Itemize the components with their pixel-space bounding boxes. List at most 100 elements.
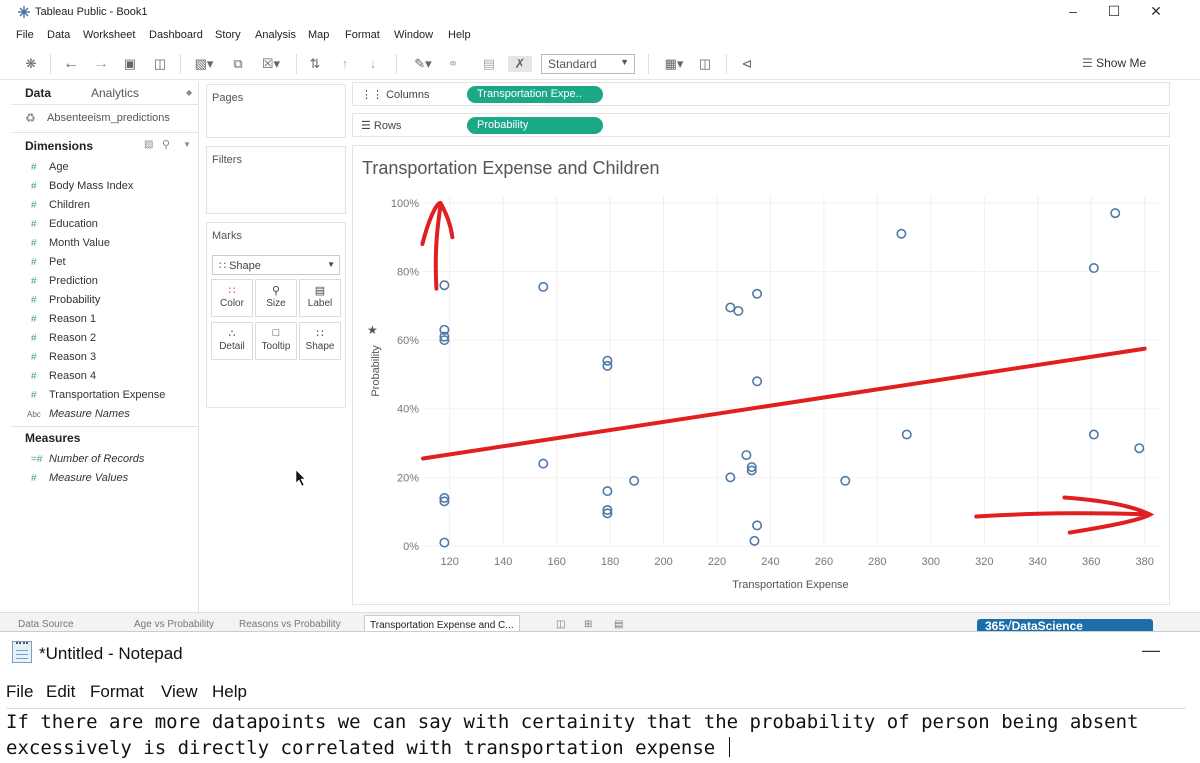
undo-icon[interactable]: ←	[63, 55, 79, 72]
notepad-menu-format[interactable]: Format	[90, 682, 144, 701]
fit-select[interactable]: Standard ▼	[541, 54, 635, 74]
label-button[interactable]: ▤ Label	[299, 279, 341, 317]
data-pane: Data Analytics ◆ ♻ Absenteeism_predictio…	[11, 82, 199, 612]
presentation-mode-icon[interactable]: ◫	[698, 56, 712, 71]
numeric-type-icon: #	[31, 473, 37, 484]
filters-card[interactable]: Filters	[206, 146, 346, 214]
save-icon[interactable]: ▣	[123, 56, 137, 71]
notepad-menu-file[interactable]: File	[6, 682, 34, 701]
numeric-type-icon: #	[31, 333, 37, 344]
new-dashboard-tab-icon[interactable]: ⊞	[584, 619, 593, 630]
field-probability[interactable]: # Probability	[31, 292, 100, 308]
tab-data-source[interactable]: Data Source	[18, 619, 74, 630]
mark-type-select[interactable]: ∷ Shape ▼	[212, 255, 340, 275]
notepad-menu-view[interactable]: View	[161, 682, 198, 701]
sort-ascending-icon[interactable]: ↑	[341, 56, 349, 71]
swap-icon[interactable]: ⇅	[309, 56, 321, 71]
dimensions-menu-icon[interactable]: ▼	[183, 140, 191, 149]
data-point	[538, 458, 549, 469]
menu-file[interactable]: File	[16, 29, 34, 41]
show-mark-labels-icon[interactable]: ▤	[482, 56, 496, 71]
label-label: Label	[307, 298, 333, 309]
pages-card[interactable]: Pages	[206, 84, 346, 138]
redo-icon[interactable]: →	[93, 55, 109, 72]
menu-help[interactable]: Help	[448, 29, 471, 41]
show-me-button[interactable]: ☰ Show Me	[1082, 56, 1146, 70]
clear-sheet-icon[interactable]: ☒▾	[261, 56, 281, 71]
tableau-home-icon[interactable]: ❋	[25, 56, 37, 71]
field-number-of-records[interactable]: =# Number of Records	[31, 451, 144, 467]
field-reason-3[interactable]: # Reason 3	[31, 349, 96, 365]
color-button[interactable]: ∷ Color	[211, 279, 253, 317]
field-age[interactable]: # Age	[31, 159, 69, 175]
menu-dashboard[interactable]: Dashboard	[149, 29, 203, 41]
data-point	[1110, 208, 1121, 219]
menu-analysis[interactable]: Analysis	[255, 29, 296, 41]
field-reason-1[interactable]: # Reason 1	[31, 311, 96, 327]
menu-map[interactable]: Map	[308, 29, 330, 41]
field-reason-4[interactable]: # Reason 4	[31, 368, 96, 384]
rows-pill[interactable]: Probability	[467, 117, 603, 134]
tab-reasons-vs-probability[interactable]: Reasons vs Probability	[239, 619, 341, 630]
view-toggle-icon[interactable]: ▧	[144, 139, 154, 150]
columns-shelf[interactable]: ⋮⋮ Columns Transportation Expe..	[352, 82, 1170, 106]
sort-descending-icon[interactable]: ↓	[369, 56, 377, 71]
menu-window[interactable]: Window	[394, 29, 434, 41]
detail-button[interactable]: ∴ Detail	[211, 322, 253, 360]
menu-format[interactable]: Format	[345, 29, 380, 41]
tooltip-button[interactable]: □ Tooltip	[255, 322, 297, 360]
numeric-type-icon: #	[31, 200, 37, 211]
field-measure-values[interactable]: # Measure Values	[31, 470, 128, 486]
menu-story[interactable]: Story	[215, 29, 241, 41]
notepad-menu-edit[interactable]: Edit	[46, 682, 76, 701]
shape-icon: ∷	[316, 328, 324, 340]
menu-worksheet[interactable]: Worksheet	[83, 29, 136, 41]
search-icon[interactable]: ⚲	[162, 139, 171, 151]
field-body-mass-index[interactable]: # Body Mass Index	[31, 178, 133, 194]
notepad-editor[interactable]: If there are more datapoints we can say …	[6, 708, 1186, 761]
scatter-chart[interactable]: 120 140 160 180 200 220 240 260 280 300 320 340 360 3…	[353, 146, 1169, 604]
field-children[interactable]: # Children	[31, 197, 90, 213]
close-button[interactable]: ✕	[1150, 3, 1162, 19]
field-month-value[interactable]: # Month Value	[31, 235, 110, 251]
menu-data[interactable]: Data	[47, 29, 71, 41]
field-measure-names[interactable]: Abc Measure Names	[27, 406, 130, 422]
tab-data[interactable]: Data	[25, 86, 52, 100]
tab-transportation-expense[interactable]: Transportation Expense and C...	[364, 615, 520, 632]
rows-shelf[interactable]: ☰ Rows Probability	[352, 113, 1170, 137]
maximize-button[interactable]: ☐	[1107, 3, 1121, 19]
columns-pill[interactable]: Transportation Expe..	[467, 86, 603, 103]
up-arrow-annotation	[420, 200, 455, 291]
highlight-icon[interactable]: ✎▾	[414, 56, 432, 71]
shape-button[interactable]: ∷ Shape	[299, 322, 341, 360]
x-tick-label: 340	[1029, 556, 1047, 568]
tableau-window: Tableau Public - Book1 – ☐ ✕ File Data W…	[0, 3, 1200, 632]
data-point	[602, 360, 613, 371]
share-icon[interactable]: ⊲	[741, 56, 753, 71]
data-point	[749, 535, 760, 546]
tab-age-vs-probability[interactable]: Age vs Probability	[134, 619, 215, 630]
minimize-button[interactable]: —	[1142, 640, 1160, 660]
field-transportation-expense[interactable]: # Transportation Expense	[31, 387, 165, 403]
new-worksheet-icon[interactable]: ▧▾	[194, 56, 214, 71]
field-prediction[interactable]: # Prediction	[31, 273, 98, 289]
group-members-icon[interactable]: ⚭	[447, 56, 459, 71]
x-tick-label: 160	[547, 556, 565, 568]
field-pet[interactable]: # Pet	[31, 254, 66, 270]
measure-type-icon: =#	[31, 454, 43, 465]
field-reason-2[interactable]: # Reason 2	[31, 330, 96, 346]
size-button[interactable]: ⚲ Size	[255, 279, 297, 317]
new-data-source-icon[interactable]: ◫	[153, 56, 167, 71]
new-worksheet-tab-icon[interactable]: ◫	[556, 619, 566, 630]
pane-menu-icon[interactable]: ◆	[186, 88, 193, 97]
tab-analytics[interactable]: Analytics	[91, 86, 140, 100]
fix-axes-icon[interactable]: ✗	[508, 56, 532, 72]
menu-bar: File Data Worksheet Dashboard Story Anal…	[0, 27, 1200, 45]
datasource-name[interactable]: Absenteeism_predictions	[47, 112, 170, 124]
field-education[interactable]: # Education	[31, 216, 98, 232]
notepad-menu-help[interactable]: Help	[212, 682, 247, 701]
show-cards-icon[interactable]: ▦▾	[664, 56, 684, 71]
duplicate-sheet-icon[interactable]: ⧉	[233, 56, 243, 71]
minimize-button[interactable]: –	[1069, 3, 1077, 19]
new-story-tab-icon[interactable]: ▤	[614, 619, 624, 630]
